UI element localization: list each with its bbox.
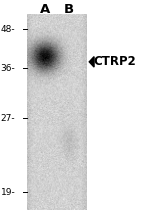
Polygon shape	[89, 57, 94, 67]
Text: 48-: 48-	[1, 25, 15, 34]
Text: A: A	[40, 3, 50, 16]
Text: CTRP2: CTRP2	[94, 55, 136, 68]
Text: B: B	[64, 3, 74, 16]
Text: 27-: 27-	[1, 114, 15, 123]
Text: 36-: 36-	[1, 64, 15, 73]
Text: 19-: 19-	[1, 187, 15, 197]
